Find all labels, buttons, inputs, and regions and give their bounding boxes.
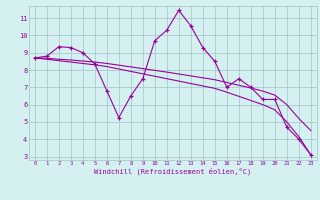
X-axis label: Windchill (Refroidissement éolien,°C): Windchill (Refroidissement éolien,°C) bbox=[94, 168, 252, 175]
